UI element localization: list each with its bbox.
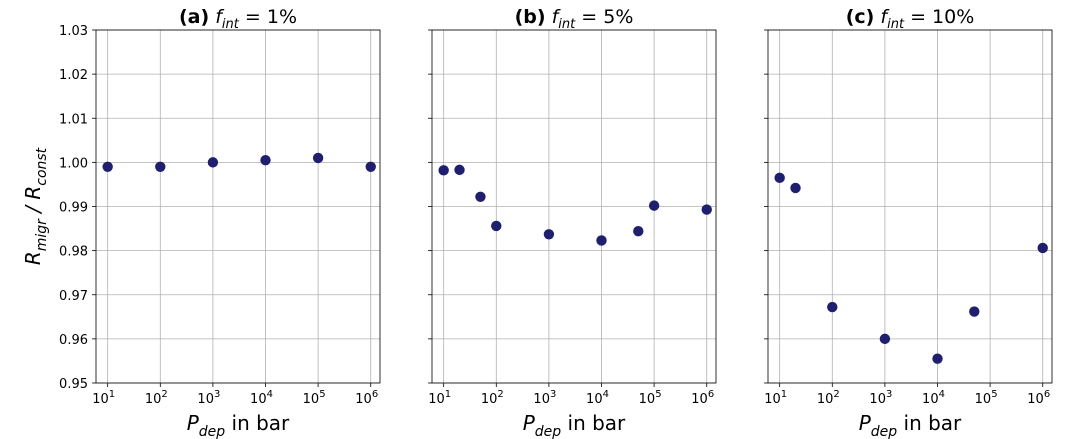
data-point xyxy=(1037,242,1048,254)
y-tick-label: 1.01 xyxy=(59,112,88,127)
y-tick-label: 0.99 xyxy=(59,201,88,216)
x-axis-label: Pdep in bar xyxy=(859,411,962,439)
data-point xyxy=(207,157,219,168)
panel-title: (b) fint = 5% xyxy=(515,6,634,32)
panel-b: 101 102 103 104 105 106 (b) fint = 5% Pdep in b… xyxy=(428,6,717,439)
x-tick-label: 105 xyxy=(639,389,662,407)
panel-title: (c) fint = 10% xyxy=(846,6,975,32)
x-tick-label: 104 xyxy=(250,389,273,407)
x-tick-label: 106 xyxy=(691,389,714,407)
plot-frame xyxy=(431,29,717,384)
data-point xyxy=(774,172,785,184)
x-tick-label: 101 xyxy=(92,389,115,407)
data-point xyxy=(475,191,486,202)
x-tick-label: 102 xyxy=(481,389,504,407)
y-tick-label: 1.02 xyxy=(59,68,88,83)
data-point xyxy=(633,226,644,237)
data-point xyxy=(701,204,712,215)
x-tick-label: 105 xyxy=(303,389,326,407)
x-tick-label: 105 xyxy=(975,389,998,407)
data-point xyxy=(648,200,660,211)
data-point xyxy=(827,301,838,313)
panel-a: 101 102 103 104 105 106 0.95 0.96 0.97 0.98 0.99 1.… xyxy=(21,6,381,439)
data-point xyxy=(543,229,555,240)
x-tick-label: 102 xyxy=(145,389,168,407)
x-tick-label: 102 xyxy=(817,389,840,407)
data-point xyxy=(969,306,980,317)
data-point xyxy=(596,235,607,246)
panel-title: (a) fint = 1% xyxy=(179,6,297,32)
data-point xyxy=(454,164,465,176)
data-point xyxy=(102,161,113,172)
x-tick-label: 101 xyxy=(764,389,787,407)
x-tick-label: 104 xyxy=(586,389,609,407)
data-point xyxy=(438,165,449,176)
data-point xyxy=(491,220,502,232)
x-tick-label: 103 xyxy=(533,389,556,407)
x-tick-label: 103 xyxy=(869,389,892,407)
y-tick-label: 1.03 xyxy=(59,24,88,39)
x-tick-label: 106 xyxy=(355,389,378,407)
x-axis-label: Pdep in bar xyxy=(523,411,626,439)
plot-frame xyxy=(767,29,1053,384)
x-axis-label: Pdep in bar xyxy=(187,411,290,439)
y-tick-label: 0.96 xyxy=(59,333,88,348)
x-tick-label: 103 xyxy=(197,389,220,407)
plot-frame xyxy=(95,29,381,384)
y-axis-label: Rmigr / Rconst xyxy=(21,147,50,265)
x-tick-label: 106 xyxy=(1027,389,1050,407)
data-point xyxy=(879,333,891,345)
y-tick-label: 0.95 xyxy=(59,377,88,392)
panel-c: 101 102 103 104 105 106 (c) fint = 10% Pdep in … xyxy=(764,6,1053,439)
data-point xyxy=(932,353,943,364)
x-tick-label: 104 xyxy=(922,389,945,407)
data-point xyxy=(790,182,801,194)
y-tick-label: 0.97 xyxy=(59,289,88,304)
data-point xyxy=(312,152,324,164)
y-tick-label: 1.00 xyxy=(59,156,88,171)
data-point xyxy=(155,161,166,172)
y-tick-label: 0.98 xyxy=(59,245,88,260)
data-point xyxy=(260,154,271,166)
x-tick-label: 101 xyxy=(428,389,451,407)
data-point xyxy=(365,161,376,172)
